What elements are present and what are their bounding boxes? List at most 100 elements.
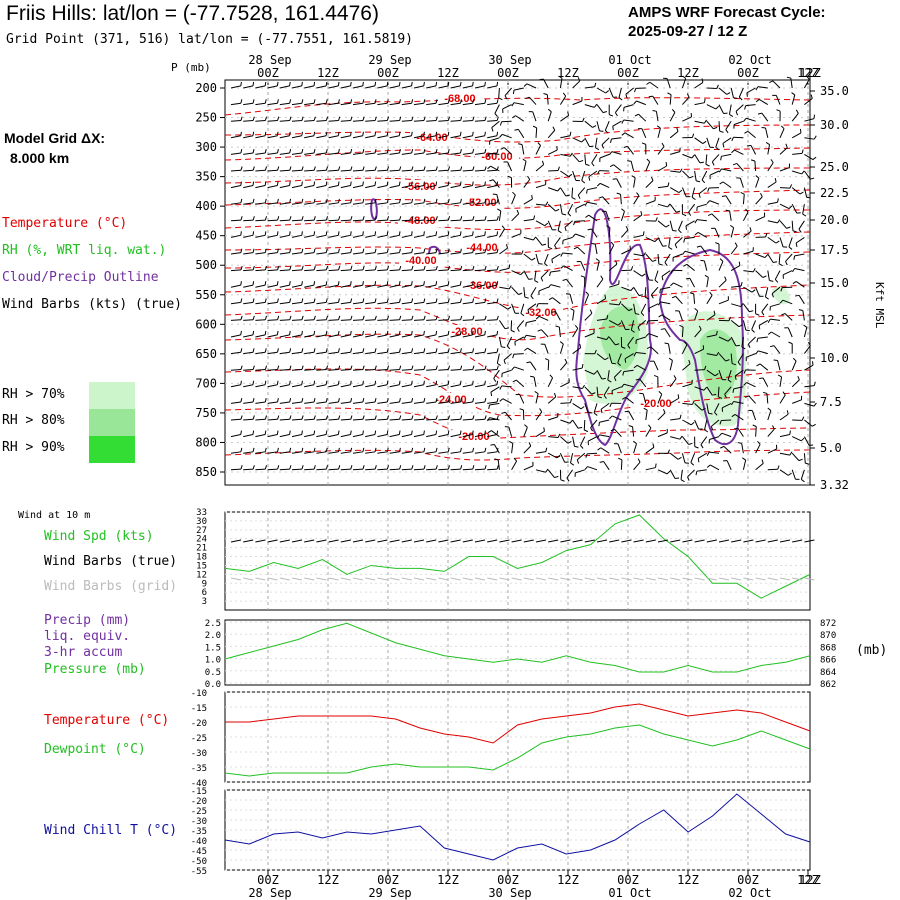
wind-barb-flag [264, 231, 267, 236]
wind-barb [745, 104, 756, 107]
wind-barb-flag [668, 246, 673, 250]
wind-barb [718, 261, 724, 271]
wind-barb-flag [252, 315, 255, 320]
wind-barb-flag [460, 166, 463, 171]
wind-barb-flag [751, 289, 756, 293]
wind-barb-flag [792, 357, 797, 362]
wind-barb-flag [386, 265, 390, 271]
wind-barb-flag [399, 298, 401, 303]
windchill-panel-frame [224, 789, 811, 871]
wind-barb [267, 301, 278, 305]
wind-barb [767, 253, 774, 263]
wind-barb [438, 202, 449, 205]
wind-barb-flag [459, 131, 462, 136]
wind-barb [304, 102, 315, 106]
surface-barb [426, 539, 437, 543]
wind-barb-flag [765, 296, 769, 300]
wind-barb-flag [252, 99, 255, 104]
wind-barb-flag [746, 92, 748, 97]
wind-barb [352, 135, 363, 139]
wind-barb-flag [524, 347, 528, 351]
wind-barb-flag [289, 281, 291, 286]
wind-barb-flag [585, 453, 588, 458]
wind-barb-flag [570, 308, 575, 311]
wind-barb-flag [569, 152, 573, 157]
wind-barb [316, 252, 327, 255]
wind-barb-flag [702, 140, 707, 144]
wind-barb [365, 451, 376, 454]
wind-barb-flag [537, 329, 542, 332]
wind-barb [521, 144, 525, 155]
wind-barb-flag [678, 229, 682, 234]
wind-barb-flag [264, 348, 267, 353]
wind-barb [401, 135, 412, 139]
legend-cloud: Cloud/Precip Outline [2, 270, 159, 285]
wind-barb [462, 234, 473, 238]
wind-barb [767, 162, 774, 172]
wind-barb-flag [496, 99, 499, 104]
wind-barb [438, 451, 449, 454]
surface-barb [401, 539, 412, 543]
wind-barb-flag [264, 447, 267, 452]
wind-barb-flag [557, 433, 561, 438]
wind-barb-flag [786, 226, 791, 229]
wind-barb-flag [708, 412, 713, 415]
wind-barb [529, 361, 537, 371]
wind-barb-flag [569, 398, 573, 403]
wind-barb [304, 434, 315, 438]
wind-barb [438, 120, 449, 122]
wind-barb [340, 334, 351, 338]
wind-barb [243, 252, 254, 255]
wind-barb [462, 185, 473, 189]
wind-barb-flag [301, 398, 304, 403]
wind-barb-flag [277, 248, 279, 253]
wind-barb [791, 469, 796, 480]
wind-barb-flag [325, 131, 328, 136]
wind-barb [450, 102, 461, 106]
wind-barb-flag [350, 116, 353, 121]
wind-barb-flag [636, 192, 640, 197]
wind-barb [778, 253, 781, 265]
wind-barb-flag [325, 365, 329, 370]
wind-barb [681, 187, 687, 198]
wind-barb [511, 233, 522, 238]
surface-barb [779, 539, 791, 543]
wind-barb-flag [276, 380, 279, 385]
wind-barb-flag [411, 181, 413, 186]
wind-barb-flag [642, 252, 646, 257]
wind-barb [328, 334, 339, 338]
surface-grid-barb [657, 577, 669, 581]
wind-barb [328, 85, 339, 89]
wind-barb-flag [252, 348, 255, 353]
surface-barb [609, 539, 620, 543]
wind-barb-flag [554, 475, 559, 479]
wind-barb-flag [731, 363, 737, 366]
wind-barb-flag [289, 380, 291, 385]
wind-barb [664, 328, 671, 338]
forecast-cycle-label: AMPS WRF Forecast Cycle: [628, 4, 826, 21]
wind-barb [511, 460, 518, 471]
wind-barb [279, 269, 290, 272]
wind-barb-flag [276, 231, 279, 236]
wind-barb [462, 169, 473, 172]
wind-barb-flag [399, 265, 402, 271]
wind-barb [377, 202, 388, 205]
wind-barb-flag [301, 181, 303, 186]
wind-barb-flag [634, 113, 639, 117]
wind-barb [413, 351, 424, 355]
wind-barb-flag [264, 430, 267, 435]
wind-barb-flag [350, 99, 353, 104]
wind-barb-flag [755, 99, 760, 103]
wind-barb-flag [264, 99, 267, 104]
wind-barb-flag [774, 177, 777, 183]
surface-grid-barb [267, 577, 278, 581]
wind-barb-flag [533, 215, 536, 220]
wind-barb [365, 85, 376, 89]
wind-barb-flag [758, 325, 761, 330]
wind-barb-flag [512, 379, 517, 383]
wind-barb-flag [797, 375, 800, 381]
wind-barb-flag [714, 411, 718, 416]
wind-barb-flag [362, 365, 365, 370]
surface-barb [474, 539, 486, 543]
wind-barb [672, 253, 683, 259]
